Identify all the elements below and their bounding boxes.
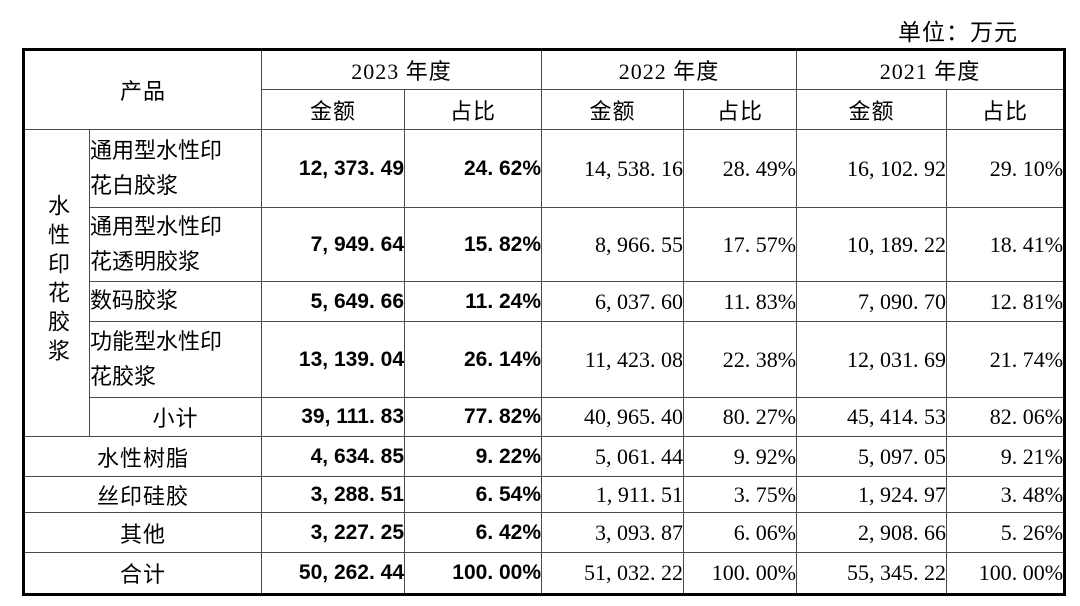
total-label-cell: 合计 xyxy=(22,552,263,595)
share-2023-cell: 100. 00% xyxy=(404,552,543,595)
table-row: 水性树脂 4, 634. 85 9. 22% 5, 061. 44 9. 92%… xyxy=(22,436,1066,477)
product-name-cell: 水性树脂 xyxy=(22,436,263,477)
share-2023-cell: 9. 22% xyxy=(404,436,543,477)
table-row: 水性印花胶浆 通用型水性印 花白胶浆 12, 373. 49 24. 62% 1… xyxy=(23,129,1066,437)
share-2022-cell: 100. 00% xyxy=(683,552,798,595)
share-2023-cell: 6. 42% xyxy=(404,512,543,553)
col-header-year-2023: 2023 年度 xyxy=(261,49,543,90)
share-2023-cell: 77. 82% xyxy=(404,397,543,437)
table-row: 其他 3, 227. 25 6. 42% 3, 093. 87 6. 06% 2… xyxy=(22,512,1066,553)
amount-2022-cell: 11, 423. 08 xyxy=(541,321,685,398)
amount-2021-cell: 16, 102. 92 xyxy=(796,129,948,208)
amount-2022-cell: 3, 093. 87 xyxy=(541,512,685,553)
share-2022-cell: 9. 92% xyxy=(683,436,798,477)
share-2022-cell: 17. 57% xyxy=(683,207,798,282)
amount-2023-cell: 5, 649. 66 xyxy=(261,281,406,322)
col-header-product: 产品 xyxy=(22,49,263,130)
share-2021-cell: 9. 21% xyxy=(946,436,1066,477)
share-2021-cell: 3. 48% xyxy=(946,476,1066,513)
amount-2022-cell: 6, 037. 60 xyxy=(541,281,685,322)
amount-2021-cell: 7, 090. 70 xyxy=(796,281,948,322)
amount-2021-cell: 5, 097. 05 xyxy=(796,436,948,477)
table-row: 数码胶浆 5, 649. 66 11. 24% 6, 037. 60 11. 8… xyxy=(24,281,1066,322)
col-header-share-2022: 占比 xyxy=(683,89,798,130)
table-row: 通用型水性印 花透明胶浆 7, 949. 64 15. 82% 8, 966. … xyxy=(24,207,1066,282)
col-header-amount-2023: 金额 xyxy=(261,89,406,130)
share-2022-cell: 11. 83% xyxy=(683,281,798,322)
share-2023-cell: 24. 62% xyxy=(404,129,543,208)
share-2021-cell: 100. 00% xyxy=(946,552,1066,595)
amount-2021-cell: 12, 031. 69 xyxy=(796,321,948,398)
share-2023-cell: 6. 54% xyxy=(404,476,543,513)
amount-2023-cell: 50, 262. 44 xyxy=(261,552,406,595)
amount-2023-cell: 3, 288. 51 xyxy=(261,476,406,513)
table-row: 丝印硅胶 3, 288. 51 6. 54% 1, 911. 51 3. 75%… xyxy=(22,476,1066,513)
amount-2023-cell: 7, 949. 64 xyxy=(261,207,406,282)
group-label: 水性印花胶浆 xyxy=(45,193,70,368)
amount-2021-cell: 10, 189. 22 xyxy=(796,207,948,282)
share-2021-cell: 5. 26% xyxy=(946,512,1066,553)
amount-2023-cell: 4, 634. 85 xyxy=(261,436,406,477)
amount-2021-cell: 55, 345. 22 xyxy=(796,552,948,595)
share-2023-cell: 15. 82% xyxy=(404,207,543,282)
amount-2022-cell: 14, 538. 16 xyxy=(541,129,685,208)
subtotal-label-cell: 小计 xyxy=(88,397,263,437)
product-name-cell: 功能型水性印 花胶浆 xyxy=(88,321,263,398)
share-2022-cell: 3. 75% xyxy=(683,476,798,513)
share-2022-cell: 28. 49% xyxy=(683,129,798,208)
col-header-share-2023: 占比 xyxy=(404,89,543,130)
table-row-total: 合计 50, 262. 44 100. 00% 51, 032. 22 100.… xyxy=(22,552,1066,595)
product-name-cell: 数码胶浆 xyxy=(88,281,263,322)
amount-2021-cell: 45, 414. 53 xyxy=(796,397,948,437)
amount-2022-cell: 40, 965. 40 xyxy=(541,397,685,437)
group-label-cell: 水性印花胶浆 xyxy=(23,129,90,437)
share-2022-cell: 80. 27% xyxy=(683,397,798,437)
share-2023-cell: 11. 24% xyxy=(404,281,543,322)
share-2021-cell: 12. 81% xyxy=(946,281,1066,322)
col-header-share-2021: 占比 xyxy=(946,89,1066,130)
product-name-cell: 其他 xyxy=(22,512,263,553)
amount-2023-cell: 13, 139. 04 xyxy=(261,321,406,398)
amount-2022-cell: 5, 061. 44 xyxy=(541,436,685,477)
share-2021-cell: 29. 10% xyxy=(946,129,1066,208)
share-2021-cell: 21. 74% xyxy=(946,321,1066,398)
amount-2023-cell: 12, 373. 49 xyxy=(261,129,406,208)
product-name-cell: 通用型水性印 花透明胶浆 xyxy=(88,207,263,282)
product-name-cell: 丝印硅胶 xyxy=(22,476,263,513)
share-2023-cell: 26. 14% xyxy=(404,321,543,398)
amount-2022-cell: 8, 966. 55 xyxy=(541,207,685,282)
col-header-amount-2021: 金额 xyxy=(796,89,948,130)
table-row-subtotal: 小计 39, 111. 83 77. 82% 40, 965. 40 80. 2… xyxy=(24,397,1066,437)
share-2022-cell: 6. 06% xyxy=(683,512,798,553)
amount-2022-cell: 51, 032. 22 xyxy=(541,552,685,595)
share-2021-cell: 82. 06% xyxy=(946,397,1066,437)
amount-2022-cell: 1, 911. 51 xyxy=(541,476,685,513)
revenue-table: 产品 2023 年度 2022 年度 2021 年度 金额 占比 金额 占比 金… xyxy=(22,48,1067,596)
amount-2023-cell: 3, 227. 25 xyxy=(261,512,406,553)
amount-2023-cell: 39, 111. 83 xyxy=(261,397,406,437)
amount-2021-cell: 1, 924. 97 xyxy=(796,476,948,513)
product-name-cell: 通用型水性印 花白胶浆 xyxy=(88,129,263,208)
table-row: 功能型水性印 花胶浆 13, 139. 04 26. 14% 11, 423. … xyxy=(24,321,1066,398)
amount-2021-cell: 2, 908. 66 xyxy=(796,512,948,553)
share-2021-cell: 18. 41% xyxy=(946,207,1066,282)
unit-label: 单位：万元 xyxy=(898,20,1018,45)
share-2022-cell: 22. 38% xyxy=(683,321,798,398)
col-header-year-2022: 2022 年度 xyxy=(541,49,798,90)
col-header-amount-2022: 金额 xyxy=(541,89,685,130)
col-header-year-2021: 2021 年度 xyxy=(796,49,1066,90)
